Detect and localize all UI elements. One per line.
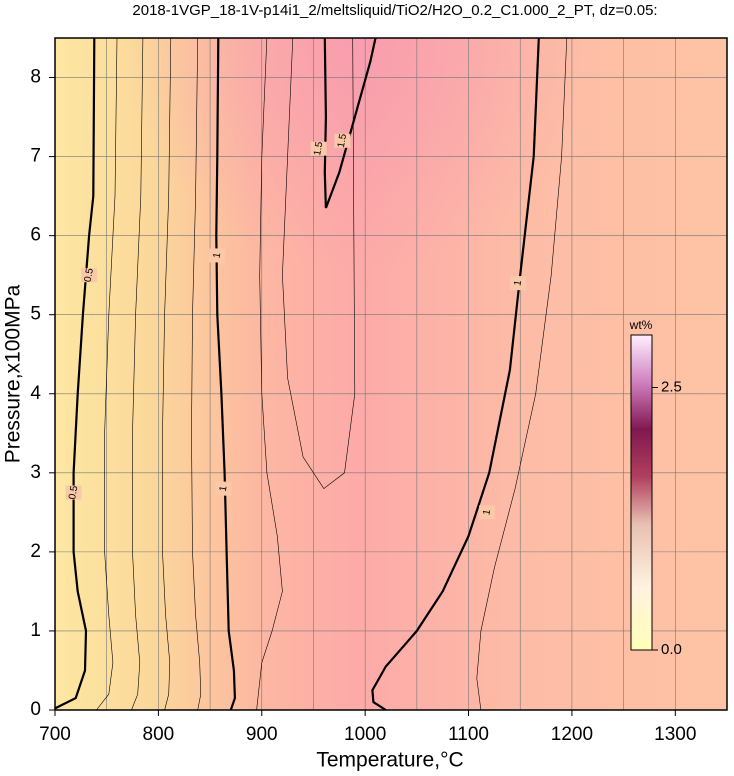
contour-line (215, 37, 237, 711)
minor-contour (476, 37, 568, 711)
contour-line (323, 37, 377, 209)
contour-label-bg (215, 481, 232, 496)
contour-label: 1 (218, 485, 230, 493)
y-tick-label: 0 (30, 699, 41, 720)
contour-label-bg (310, 141, 327, 156)
x-tick-label: 700 (39, 724, 71, 745)
contour-label-bg (209, 248, 226, 263)
y-tick-label: 7 (30, 146, 41, 167)
contour-label-bg (510, 276, 527, 291)
plot-shade (55, 38, 727, 710)
y-axis-label: Pressure,x100MPa (2, 284, 25, 463)
y-tick-label: 3 (30, 462, 41, 483)
contour-label-bg (65, 485, 82, 500)
x-axis-label: Temperature,°C (316, 749, 463, 772)
chart-title: 2018-1VGP_18-1V-p14i1_2/meltsliquid/TiO2… (132, 2, 657, 19)
x-tick-label: 1300 (654, 724, 696, 745)
x-tick-label: 1000 (344, 724, 386, 745)
x-tick-label: 1200 (551, 724, 593, 745)
x-tick-label: 800 (143, 724, 175, 745)
y-tick-label: 1 (30, 620, 41, 641)
x-tick-label: 1100 (448, 724, 489, 745)
contour-line (371, 37, 540, 711)
y-tick-label: 2 (30, 541, 41, 562)
minor-contour (162, 37, 172, 711)
contour-label: 1 (512, 279, 524, 287)
contour-label: 1.5 (312, 140, 325, 156)
contour-label-bg (81, 268, 98, 283)
plot-frame (54, 37, 728, 711)
minor-contour (256, 37, 283, 711)
contour-label: 0.5 (83, 267, 96, 283)
x-tick-label: 900 (246, 724, 278, 745)
contour-line (54, 37, 96, 710)
colorbar-tick-label: 2.5 (661, 378, 682, 395)
contour-label: 0.5 (67, 484, 80, 500)
contour-label: 1 (481, 508, 493, 516)
colorbar (630, 334, 653, 651)
colorbar-tick-label: 0.0 (661, 641, 682, 658)
colorbar-label: wt% (629, 318, 653, 332)
contour-label: 1 (212, 251, 224, 259)
y-tick-label: 8 (30, 67, 41, 88)
minor-contour (282, 37, 356, 490)
y-tick-label: 4 (30, 383, 41, 404)
y-tick-label: 6 (30, 225, 41, 246)
contour-label: 1.5 (336, 133, 349, 149)
minor-contour (96, 37, 118, 711)
minor-contour (191, 37, 202, 711)
y-tick-label: 5 (30, 304, 41, 325)
contour-label-bg (334, 133, 351, 148)
minor-contour (131, 37, 144, 711)
contour-label-bg (479, 505, 496, 520)
